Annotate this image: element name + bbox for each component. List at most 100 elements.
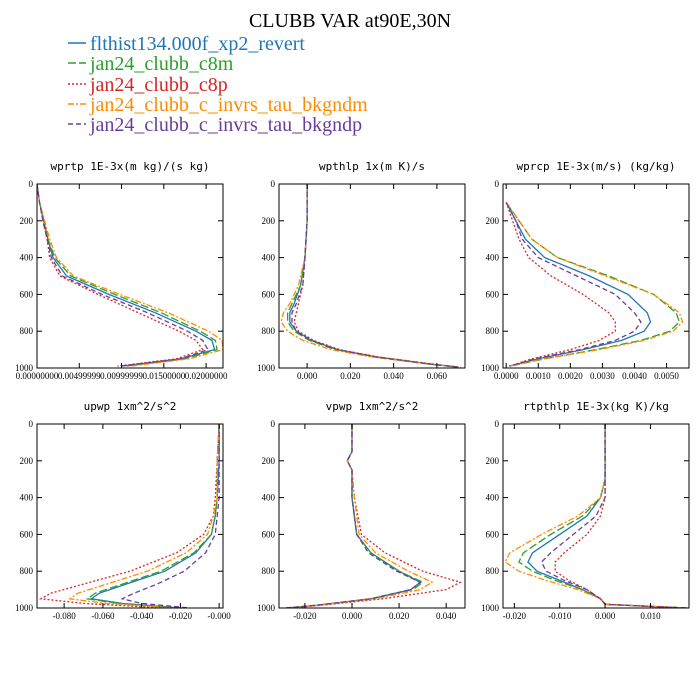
panel-title: wprtp 1E-3x(m kg)/(s kg) [51, 160, 210, 173]
figure-title: CLUBB VAR at90E,30N [249, 10, 451, 32]
y-tick-label: 0 [271, 419, 276, 429]
y-tick-label: 200 [262, 216, 276, 226]
y-tick-label: 800 [20, 566, 34, 576]
series-line [287, 184, 457, 368]
x-tick-label: 0.010 [640, 611, 661, 621]
y-tick-label: 400 [262, 253, 276, 263]
panel-title: upwp 1xm^2/s^2 [84, 400, 177, 413]
series-line [37, 184, 223, 367]
legend-entry: jan24_clubb_c8m [68, 53, 234, 75]
series-line [288, 424, 434, 608]
x-tick-label: 0.060 [427, 371, 448, 381]
y-tick-label: 200 [20, 216, 34, 226]
series-line [505, 202, 684, 367]
x-tick-label: 0.0040 [622, 371, 647, 381]
panel-grid: wprtp 1E-3x(m kg)/(s kg) 0 200 400 600 800 100… [15, 160, 690, 621]
x-tick-label: 0.02000000 [185, 371, 228, 381]
x-tick-label: 0.0020 [558, 371, 583, 381]
panel-frame [502, 183, 690, 369]
series-line [290, 424, 463, 608]
chart-panel: vpwp 1xm^2/s^2 0 200 400 600 800 1000 -0.020 0.0… [257, 400, 466, 621]
chart-panel: rtpthlp 1E-3x(kg K)/kg02004006008001000-… [481, 400, 690, 621]
x-tick-label: -0.000 [208, 611, 232, 621]
x-tick-label: -0.010 [548, 611, 572, 621]
y-tick-label: 400 [486, 253, 500, 263]
series-line [37, 184, 209, 367]
series-line [540, 424, 687, 608]
panel-frame [36, 423, 224, 609]
series-line [89, 424, 220, 608]
x-tick-label: 0.040 [436, 611, 457, 621]
y-tick-label: 600 [20, 529, 34, 539]
panel-frame [278, 183, 466, 369]
chart-panel: wprcp 1E-3x(m/s) (kg/kg) 0 200 400 600 800 100… [481, 160, 690, 381]
x-tick-label: 0.01500000 [142, 371, 185, 381]
x-tick-label: -0.020 [293, 611, 317, 621]
series-line [38, 424, 220, 608]
x-tick-label: 0.0000 [494, 371, 519, 381]
series-line [37, 184, 218, 367]
x-tick-label: 0.00000000 [16, 371, 59, 381]
panel-title: rtpthlp 1E-3x(kg K)/kg [523, 400, 669, 413]
series-line [293, 184, 459, 368]
legend-label: jan24_clubb_c_invrs_tau_bkgndm [89, 94, 368, 116]
legend-label: flthist134.000f_xp2_revert [90, 33, 305, 55]
x-tick-label: 0.020 [340, 371, 361, 381]
series-line [286, 424, 422, 608]
y-tick-label: 600 [486, 289, 500, 299]
series-line [505, 202, 681, 367]
y-tick-label: 1000 [257, 603, 276, 613]
series-line [286, 424, 422, 608]
series-line [85, 424, 220, 608]
y-tick-label: 0 [495, 179, 500, 189]
legend-label: jan24_clubb_c_invrs_tau_bkgndp [89, 114, 362, 136]
y-tick-label: 400 [20, 253, 34, 263]
x-tick-label: 0.00999999 [100, 371, 143, 381]
series-line [289, 184, 459, 368]
y-tick-label: 600 [20, 289, 34, 299]
x-tick-label: -0.040 [130, 611, 154, 621]
x-tick-label: 0.0030 [590, 371, 615, 381]
chart-panel: wprtp 1E-3x(m kg)/(s kg) 0 200 400 600 800 100… [15, 160, 228, 381]
x-tick-label: 0.040 [384, 371, 405, 381]
y-tick-label: 400 [20, 493, 34, 503]
y-tick-label: 800 [262, 326, 276, 336]
panel-frame [278, 423, 466, 609]
series-line [37, 184, 204, 367]
legend: flthist134.000f_xp2_revert jan24_clubb_c… [68, 33, 368, 136]
y-tick-label: 400 [262, 493, 276, 503]
y-tick-label: 0 [29, 419, 34, 429]
panel-frame [36, 183, 224, 369]
y-tick-label: 1000 [481, 603, 500, 613]
series-line [37, 184, 216, 367]
y-tick-label: 400 [486, 493, 500, 503]
panel-title: wpthlp 1x(m K)/s [319, 160, 425, 173]
y-tick-label: 1000 [15, 363, 34, 373]
x-tick-label: -0.020 [503, 611, 527, 621]
x-tick-label: 0.00499999 [58, 371, 101, 381]
y-tick-label: 600 [262, 289, 276, 299]
y-tick-label: 1000 [15, 603, 34, 613]
y-tick-label: 200 [486, 456, 500, 466]
x-tick-label: -0.020 [169, 611, 193, 621]
legend-label: jan24_clubb_c8p [89, 74, 228, 96]
series-line [286, 424, 424, 608]
x-tick-label: -0.080 [53, 611, 77, 621]
x-tick-label: 0.000 [595, 611, 616, 621]
chart-panel: wpthlp 1x(m K)/s 0 200 400 600 800 1000 0.000 0.… [257, 160, 466, 381]
y-tick-label: 800 [486, 326, 500, 336]
legend-entry: jan24_clubb_c_invrs_tau_bkgndm [68, 94, 368, 116]
y-tick-label: 0 [29, 179, 34, 189]
series-line [554, 424, 687, 608]
y-tick-label: 800 [262, 566, 276, 576]
legend-label: jan24_clubb_c8m [89, 53, 234, 75]
y-tick-label: 600 [262, 529, 276, 539]
series-line [505, 202, 652, 367]
y-tick-label: 600 [486, 529, 500, 539]
panel-title: wprcp 1E-3x(m/s) (kg/kg) [517, 160, 676, 173]
series-line [504, 424, 687, 608]
x-tick-label: 0.000 [342, 611, 363, 621]
y-tick-label: 1000 [257, 363, 276, 373]
y-tick-label: 800 [20, 326, 34, 336]
